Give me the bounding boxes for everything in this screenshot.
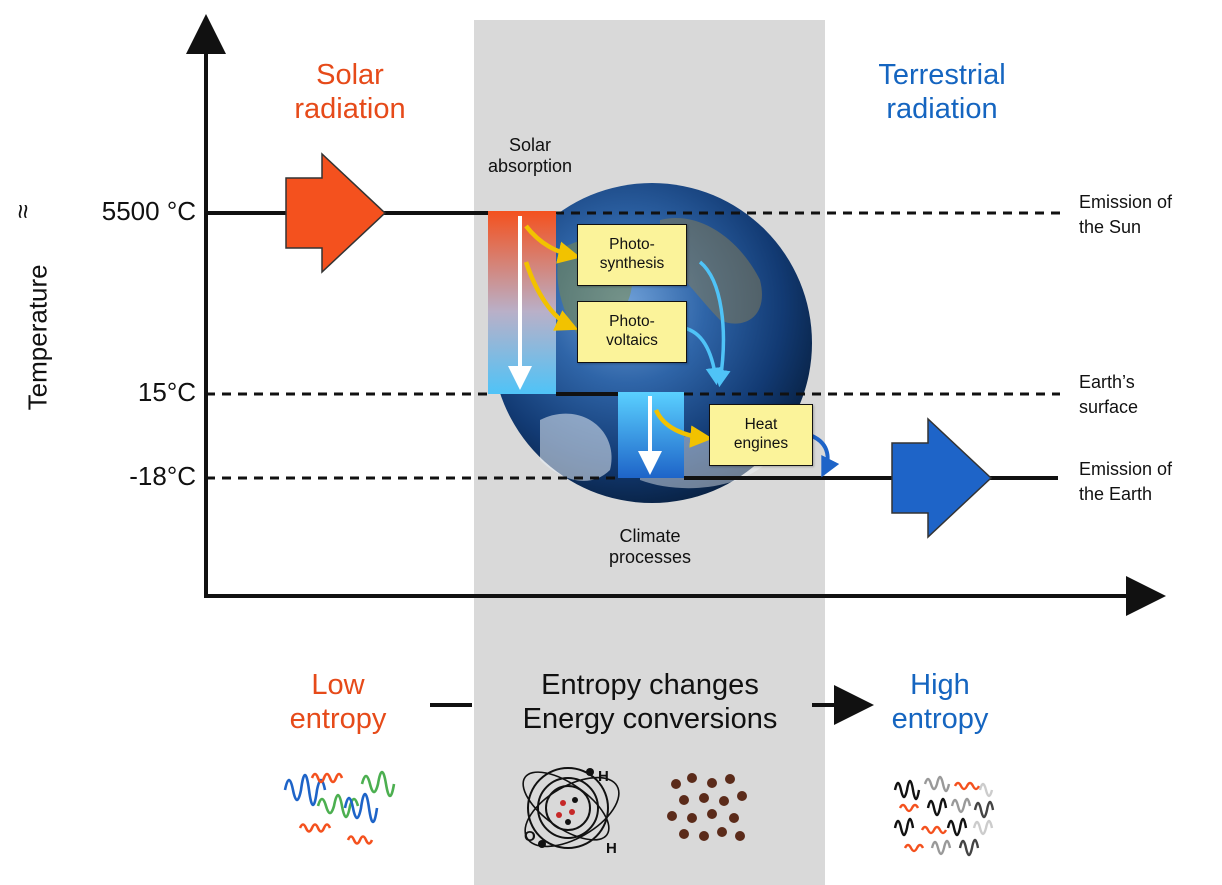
tick-5500: 5500 °C	[101, 196, 196, 226]
climate-processes-label: Climate processes	[608, 526, 692, 568]
low-entropy-waves-icon	[283, 770, 396, 845]
molecule-h-top: H	[598, 768, 609, 785]
molecule-o: O	[524, 828, 536, 845]
photovoltaics-box: Photo- voltaics	[577, 301, 687, 363]
earth-emission-label: Emission of the Earth	[1079, 459, 1173, 505]
molecule-h-bottom: H	[606, 840, 617, 857]
water-molecule-icon	[522, 767, 620, 849]
solar-radiation-label: Solar radiation	[294, 59, 406, 126]
high-entropy-label: High entropy	[891, 669, 989, 736]
solar-absorption-label: Solar absorption	[487, 135, 573, 177]
scattered-molecules-icon	[667, 773, 747, 841]
approx-symbol: ≈	[7, 204, 38, 219]
earth-surface-label: Earth’s surface	[1079, 372, 1139, 418]
high-entropy-waves-icon	[893, 775, 995, 857]
tick-15: 15°C	[137, 377, 196, 407]
sun-emission-label: Emission of the Sun	[1079, 192, 1173, 238]
terrestrial-radiation-arrow	[891, 417, 993, 539]
solar-radiation-arrow	[285, 152, 387, 274]
terrestrial-radiation-label: Terrestrial radiation	[878, 59, 1006, 126]
heat-engines-box: Heat engines	[709, 404, 813, 466]
tick-minus-18: -18°C	[129, 461, 196, 491]
photosynthesis-box: Photo- synthesis	[577, 224, 687, 286]
low-entropy-label: Low entropy	[289, 669, 387, 736]
entropy-changes-label: Entropy changes Energy conversions	[522, 669, 778, 736]
